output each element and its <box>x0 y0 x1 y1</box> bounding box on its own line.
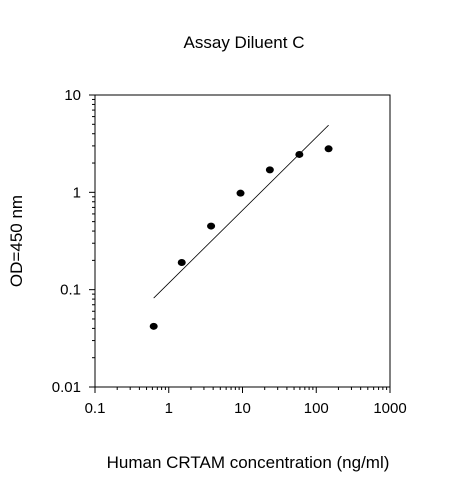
y-tick-label: 1 <box>73 184 81 201</box>
x-tick-label: 10 <box>234 400 251 417</box>
x-tick-label: 1 <box>165 400 173 417</box>
y-axis: 0.01 0.1 1 10 <box>52 87 95 396</box>
data-point <box>324 145 333 153</box>
y-tick-label: 10 <box>64 87 81 104</box>
y-tick-label: 0.01 <box>52 379 81 396</box>
data-point <box>207 222 216 230</box>
chart-title: Assay Diluent C <box>184 33 305 52</box>
plot-area <box>94 94 391 388</box>
data-points <box>149 145 333 330</box>
fit-line <box>153 124 329 299</box>
data-point <box>295 150 304 158</box>
data-point <box>236 189 245 197</box>
data-point <box>149 322 158 330</box>
fit-line-group <box>153 124 329 299</box>
y-tick-label: 0.1 <box>60 282 81 299</box>
y-axis-label: OD=450 nm <box>7 195 26 287</box>
x-tick-label: 1000 <box>373 400 406 417</box>
x-axis: 0.1 1 10 100 1000 <box>85 387 407 417</box>
data-point <box>265 166 274 174</box>
data-point <box>177 259 186 267</box>
x-axis-label: Human CRTAM concentration (ng/ml) <box>107 453 390 472</box>
x-tick-label: 0.1 <box>85 400 106 417</box>
x-tick-label: 100 <box>304 400 329 417</box>
